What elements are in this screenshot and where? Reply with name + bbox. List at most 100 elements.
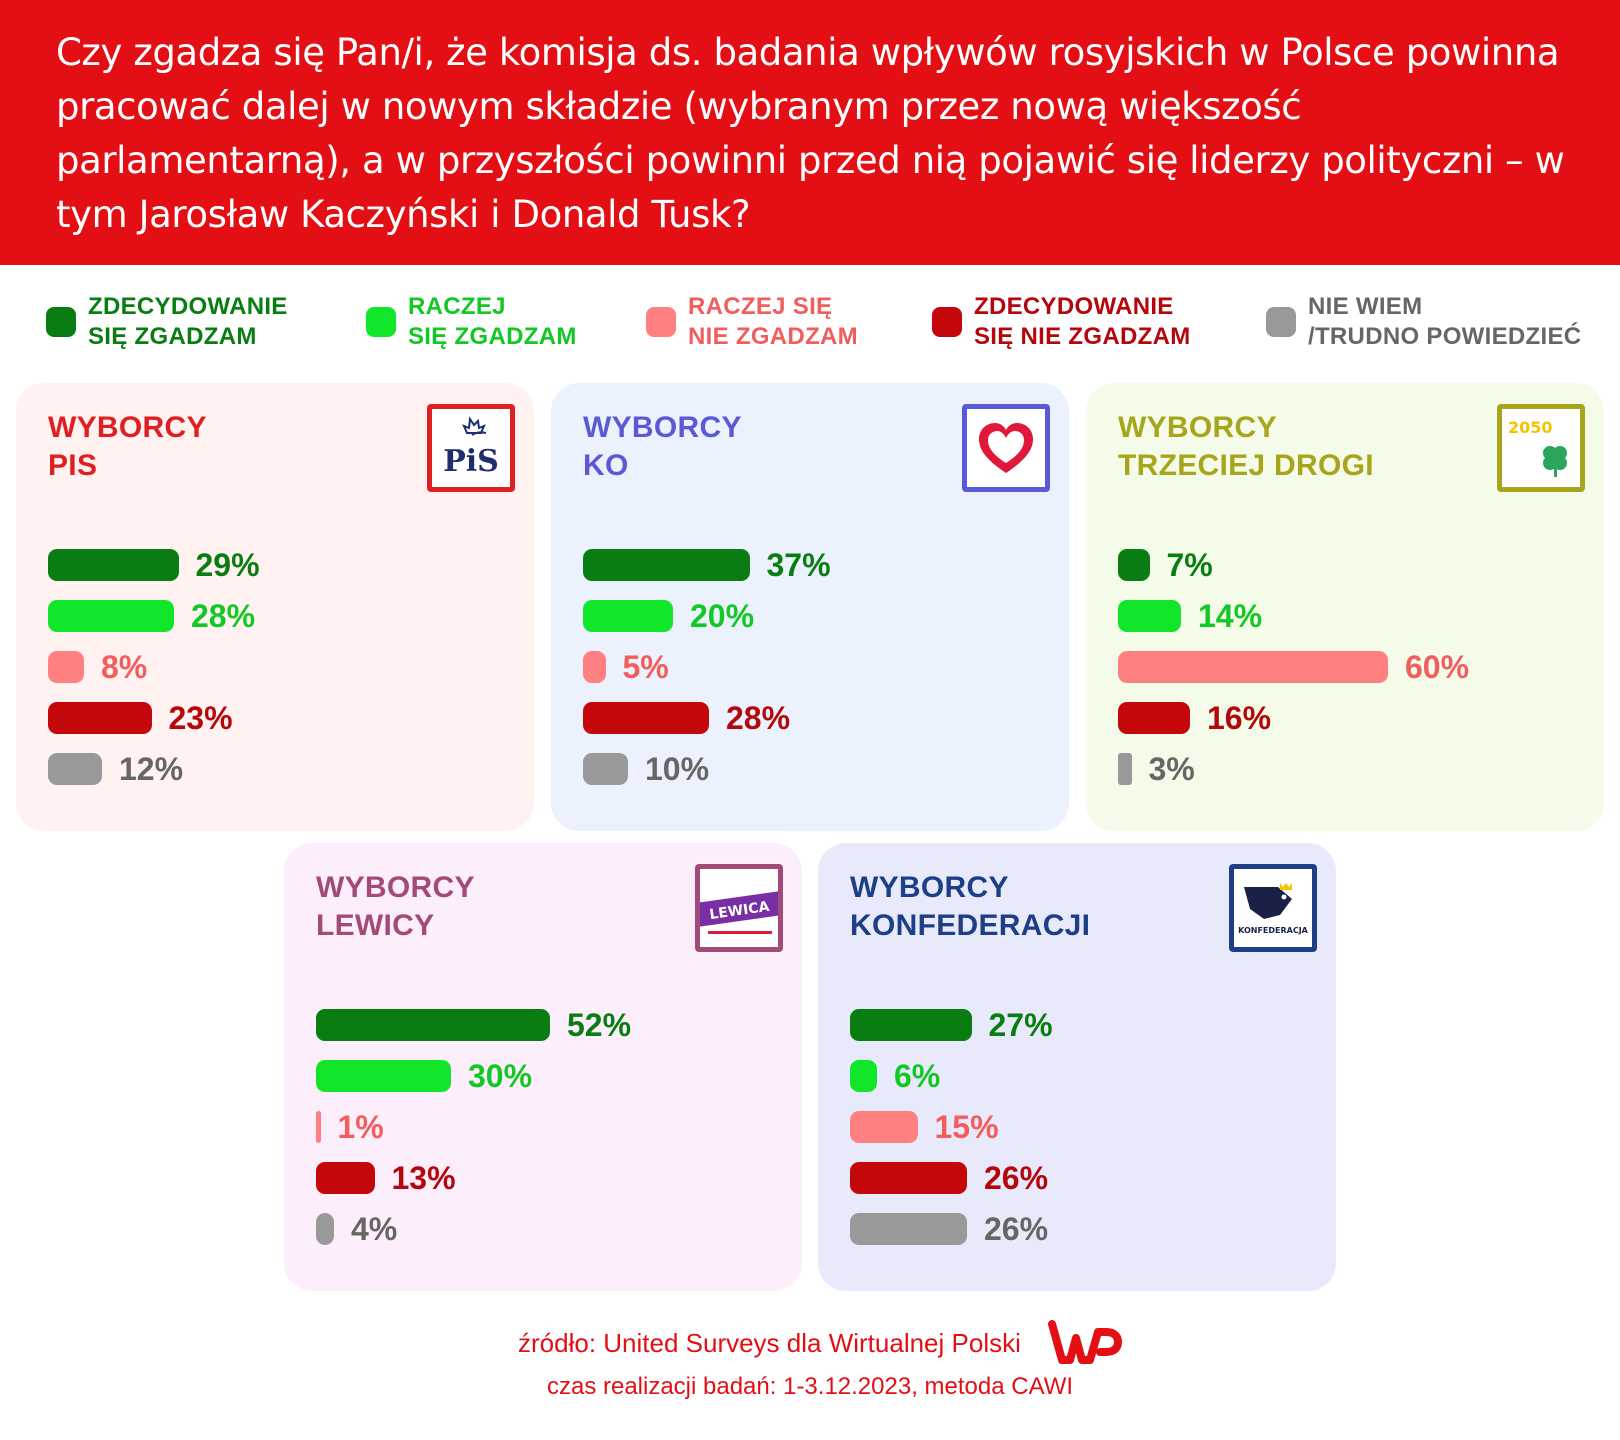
bar-row: 52% — [316, 1007, 786, 1043]
bar-row: 28% — [48, 598, 518, 634]
legend-label-line: /TRUDNO POWIEDZIEĆ — [1308, 323, 1582, 350]
bar-row: 7% — [1118, 547, 1588, 583]
chart-card-ko: WYBORCY KO 37% 20% 5% 28% 10% — [551, 383, 1069, 831]
bar-strongly-agree — [1118, 549, 1150, 581]
bar-dont-know — [850, 1213, 967, 1245]
bar-dont-know — [583, 753, 628, 785]
bar-row: 37% — [583, 547, 1053, 583]
bar-value-label: 5% — [622, 649, 669, 685]
bar-strongly-disagree — [583, 702, 709, 734]
bar-rather-agree — [850, 1060, 877, 1092]
bar-row: 29% — [48, 547, 518, 583]
card-title-line: KONFEDERACJI — [850, 909, 1091, 942]
legend-swatch — [1266, 307, 1296, 337]
bar-strongly-disagree — [316, 1162, 375, 1194]
card-title: WYBORCY TRZECIEJ DROGI — [1118, 409, 1374, 485]
bar-row: 5% — [583, 649, 1053, 685]
bar-value-label: 7% — [1166, 547, 1213, 583]
bar-row: 26% — [850, 1211, 1320, 1247]
bar-value-label: 37% — [766, 547, 831, 583]
bar-row: 28% — [583, 700, 1053, 736]
bar-group: 7% 14% 60% 16% 3% — [1118, 547, 1588, 809]
bar-row: 6% — [850, 1058, 1320, 1094]
legend-label-line: SIĘ ZGADZAM — [408, 323, 577, 350]
legend-label-line: SIĘ ZGADZAM — [88, 323, 257, 350]
bar-value-label: 15% — [934, 1109, 999, 1145]
bar-dont-know — [48, 753, 102, 785]
legend-label: RACZEJ SIĘ NIE ZGADZAM — [688, 292, 858, 352]
bar-group: 29% 28% 8% 23% 12% — [48, 547, 518, 809]
legend-label-line: ZDECYDOWANIE — [88, 293, 288, 320]
legend-label: RACZEJ SIĘ ZGADZAM — [408, 292, 577, 352]
konfederacja-logo-icon: KONFEDERACJA — [1229, 864, 1317, 952]
bar-row: 4% — [316, 1211, 786, 1247]
chart-card-konfederacja: WYBORCY KONFEDERACJI KONFEDERACJA 27% 6%… — [818, 843, 1336, 1291]
bar-group: 27% 6% 15% 26% 26% — [850, 1007, 1320, 1269]
bar-row: 27% — [850, 1007, 1320, 1043]
card-title-line: WYBORCY — [1118, 411, 1277, 444]
legend-label: NIE WIEM /TRUDNO POWIEDZIEĆ — [1308, 292, 1581, 352]
source-text: źródło: United Surveys dla Wirtualnej Po… — [518, 1328, 1021, 1358]
card-title-line: PIS — [48, 449, 98, 482]
bar-rather-disagree — [316, 1111, 321, 1143]
method-text: czas realizacji badań: 1-3.12.2023, meto… — [546, 1373, 1074, 1400]
bar-value-label: 26% — [984, 1160, 1049, 1196]
bar-row: 20% — [583, 598, 1053, 634]
header-banner: Czy zgadza się Pan/i, że komisja ds. bad… — [0, 0, 1620, 265]
bar-row: 15% — [850, 1109, 1320, 1145]
legend-swatch — [366, 307, 396, 337]
ko-heart-logo-icon — [962, 404, 1050, 492]
card-title-line: WYBORCY — [583, 411, 742, 444]
bar-value-label: 28% — [191, 598, 256, 634]
bar-dont-know — [316, 1213, 334, 1245]
bar-value-label: 29% — [195, 547, 260, 583]
trzecia-droga-logo-icon: 2050 — [1497, 404, 1585, 492]
bar-value-label: 27% — [988, 1007, 1053, 1043]
chart-card-lewica: WYBORCY LEWICY LEWICA 52% 30% 1% 13% 4% — [284, 843, 802, 1291]
legend-label: ZDECYDOWANIE SIĘ NIE ZGADZAM — [974, 292, 1191, 352]
bar-strongly-disagree — [1118, 702, 1190, 734]
bar-value-label: 4% — [351, 1211, 398, 1247]
legend-swatch — [932, 307, 962, 337]
bar-value-label: 3% — [1148, 751, 1195, 787]
bar-strongly-disagree — [850, 1162, 967, 1194]
chart-card-trzecia-droga: WYBORCY TRZECIEJ DROGI 2050 7% 14% 60% 1… — [1086, 383, 1604, 831]
bar-row: 12% — [48, 751, 518, 787]
bar-strongly-agree — [583, 549, 750, 581]
bar-value-label: 6% — [894, 1058, 941, 1094]
wp-logo-icon — [1048, 1318, 1122, 1366]
bar-row: 23% — [48, 700, 518, 736]
legend: ZDECYDOWANIE SIĘ ZGADZAM RACZEJ SIĘ ZGAD… — [0, 290, 1620, 350]
bar-value-label: 1% — [337, 1109, 384, 1145]
bar-row: 3% — [1118, 751, 1588, 787]
bar-value-label: 10% — [645, 751, 710, 787]
svg-text:PiS: PiS — [443, 444, 499, 479]
legend-label-line: NIE ZGADZAM — [688, 323, 858, 350]
card-title-line: WYBORCY — [316, 871, 475, 904]
lewica-logo-icon: LEWICA — [695, 864, 783, 952]
bar-value-label: 30% — [468, 1058, 533, 1094]
bar-value-label: 26% — [984, 1211, 1049, 1247]
legend-label-line: RACZEJ — [408, 293, 506, 320]
bar-value-label: 23% — [168, 700, 233, 736]
card-title-line: TRZECIEJ DROGI — [1118, 449, 1374, 482]
bar-row: 26% — [850, 1160, 1320, 1196]
bar-strongly-disagree — [48, 702, 152, 734]
bar-rather-disagree — [48, 651, 84, 683]
bar-row: 60% — [1118, 649, 1588, 685]
bar-group: 52% 30% 1% 13% 4% — [316, 1007, 786, 1269]
bar-rather-agree — [48, 600, 174, 632]
card-title: WYBORCY KO — [583, 409, 742, 485]
card-title-line: WYBORCY — [48, 411, 207, 444]
legend-label: ZDECYDOWANIE SIĘ ZGADZAM — [88, 292, 288, 352]
bar-row: 13% — [316, 1160, 786, 1196]
bar-value-label: 14% — [1198, 598, 1263, 634]
bar-rather-disagree — [583, 651, 606, 683]
footer-source-row: źródło: United Surveys dla Wirtualnej Po… — [0, 1318, 1620, 1368]
chart-card-pis: WYBORCY PIS PiS 29% 28% 8% 23% 12% — [16, 383, 534, 831]
legend-label-line: SIĘ NIE ZGADZAM — [974, 323, 1191, 350]
card-title: WYBORCY PIS — [48, 409, 207, 485]
question-title: Czy zgadza się Pan/i, że komisja ds. bad… — [56, 31, 1565, 236]
bar-row: 10% — [583, 751, 1053, 787]
bar-value-label: 12% — [119, 751, 184, 787]
